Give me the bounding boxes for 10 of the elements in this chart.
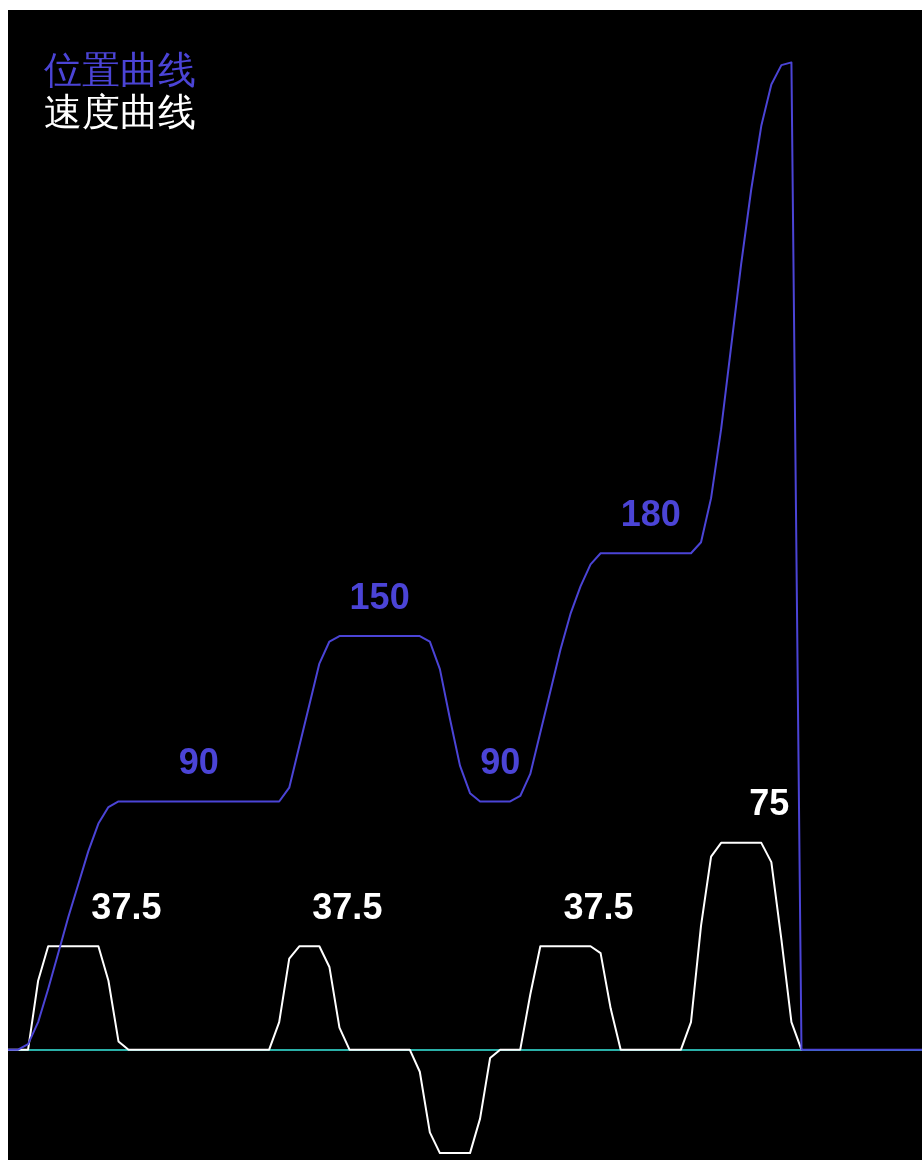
- data-label: 90: [178, 740, 219, 782]
- text: 速度曲线: [44, 90, 196, 134]
- text: 位置曲线: [44, 48, 196, 92]
- data-label: 180: [620, 492, 681, 534]
- data-label: 150: [349, 575, 410, 617]
- data-label: 37.5: [563, 885, 634, 927]
- data-label: 37.5: [91, 885, 162, 927]
- data-label: 75: [749, 782, 790, 824]
- data-label: 37.5: [312, 885, 383, 927]
- data-label: 90: [480, 740, 521, 782]
